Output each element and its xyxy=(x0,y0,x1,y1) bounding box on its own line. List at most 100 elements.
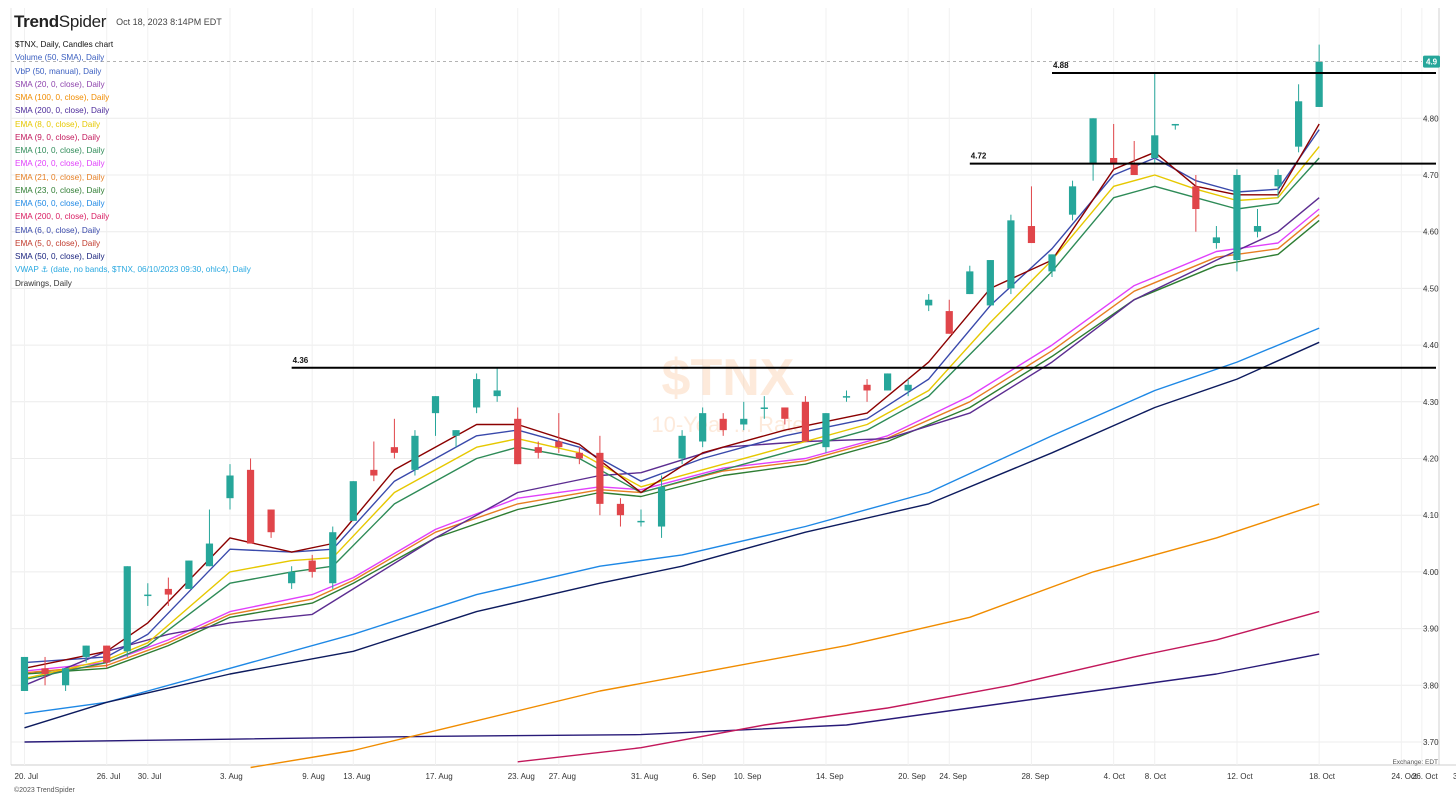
candle xyxy=(514,407,522,465)
series-line xyxy=(24,129,1320,664)
x-tick-label: 31. Aug xyxy=(631,772,658,781)
last-price-tag xyxy=(1423,55,1440,68)
timestamp: Oct 18, 2023 8:14PM EDT xyxy=(116,17,222,27)
candle-body xyxy=(103,645,111,663)
legend-item[interactable]: EMA (6, 0, close), Daily xyxy=(15,225,101,235)
candle xyxy=(1171,123,1179,130)
candle-body xyxy=(205,543,214,567)
legend-item[interactable]: SMA (200, 0, close), Daily xyxy=(15,106,110,116)
candle-body xyxy=(62,668,70,686)
level-label: 4.88 xyxy=(1053,61,1069,70)
x-tick-label: 14. Sep xyxy=(816,772,844,781)
candle xyxy=(185,560,193,589)
y-tick-label: 4.50 xyxy=(1423,284,1439,293)
candle xyxy=(144,583,152,606)
candle xyxy=(123,566,131,657)
candle xyxy=(925,294,933,312)
candle xyxy=(329,526,337,589)
candle-body xyxy=(1233,175,1241,261)
candle-body xyxy=(308,560,316,572)
legend-item[interactable]: SMA (100, 0, close), Daily xyxy=(15,93,110,102)
x-tick-label: 26. Oct xyxy=(1412,772,1439,781)
series-line xyxy=(24,327,1320,715)
legend-item[interactable]: EMA (50, 0, close), Daily xyxy=(15,199,105,208)
legend-item[interactable]: VWAP ⚓ (date, no bands, $TNX, 06/10/2023… xyxy=(15,265,251,275)
candle xyxy=(1253,209,1262,238)
legend-item[interactable]: EMA (200, 0, close), Daily xyxy=(15,212,110,222)
legend-item[interactable]: EMA (21, 0, close), Daily xyxy=(15,172,105,182)
candle xyxy=(1027,186,1036,244)
candle-body xyxy=(884,373,892,391)
y-tick-label: 4.60 xyxy=(1423,228,1439,237)
candle xyxy=(575,447,583,465)
candle xyxy=(1212,226,1220,249)
legend-item[interactable]: EMA (8, 0, close), Daily xyxy=(15,119,101,129)
series-line xyxy=(24,653,1320,743)
candle-body xyxy=(904,384,912,391)
candle xyxy=(904,379,912,397)
y-tick-label: 3.70 xyxy=(1423,738,1439,747)
drawings-layer: 4.36 4.72 4.88 xyxy=(291,61,1436,369)
y-tick-label: 3.90 xyxy=(1423,625,1439,634)
candle xyxy=(1192,175,1200,232)
candle xyxy=(966,265,974,295)
candle xyxy=(719,413,727,436)
grid-layer xyxy=(11,8,1439,765)
candle-body xyxy=(390,447,398,453)
legend-item[interactable]: EMA (9, 0, close), Daily xyxy=(15,132,101,142)
legend-item[interactable]: Volume (50, SMA), Daily xyxy=(15,53,105,63)
series-line xyxy=(250,503,1320,769)
x-tick-label: 12. Oct xyxy=(1227,772,1254,781)
candle xyxy=(103,645,111,669)
y-tick-label: 4.10 xyxy=(1423,511,1439,520)
candle xyxy=(82,645,90,663)
candle-body xyxy=(657,486,666,527)
candle xyxy=(246,458,255,544)
candle-body xyxy=(555,441,563,448)
candle-body xyxy=(1130,163,1138,175)
candle xyxy=(288,566,296,589)
candle xyxy=(164,577,172,606)
candle xyxy=(1048,254,1056,278)
brand-logo: TrendSpider xyxy=(14,12,107,31)
candle-body xyxy=(719,418,727,431)
x-tick-label: 9. Aug xyxy=(302,772,325,781)
x-tick-label: 3. Aug xyxy=(220,772,243,781)
candle-body xyxy=(596,452,604,504)
candle-body xyxy=(822,413,830,448)
legend-item[interactable]: EMA (5, 0, close), Daily xyxy=(15,238,101,248)
legend-item[interactable]: SMA (50, 0, close), Daily xyxy=(15,252,105,261)
candle-body xyxy=(20,656,29,691)
candle-body xyxy=(1110,157,1118,164)
candle xyxy=(1151,72,1159,164)
legend-item[interactable]: SMA (20, 0, close), Daily xyxy=(15,79,105,89)
candle-body xyxy=(925,299,933,306)
candle-body xyxy=(82,645,90,657)
candle-body xyxy=(1089,118,1097,164)
legend-item[interactable]: Drawings, Daily xyxy=(15,278,72,288)
candle-body xyxy=(246,469,255,544)
legend-item[interactable]: VbP (50, manual), Daily xyxy=(15,66,102,76)
candle-body xyxy=(349,481,357,521)
legend-item[interactable]: EMA (20, 0, close), Daily xyxy=(15,159,105,169)
candle xyxy=(699,407,707,448)
legend-item[interactable]: EMA (23, 0, close), Daily xyxy=(15,185,105,195)
candle-body xyxy=(1212,237,1220,244)
candle-body xyxy=(1068,186,1077,215)
candle xyxy=(1007,214,1015,295)
candle xyxy=(1110,123,1118,170)
symbol-line: $TNX, Daily, Candles chart xyxy=(15,40,114,49)
candle xyxy=(308,554,316,578)
candle xyxy=(62,668,70,691)
series-line xyxy=(24,197,1320,686)
series-line xyxy=(517,610,1320,763)
candle-body xyxy=(986,260,994,306)
level-label: 4.72 xyxy=(971,152,987,161)
candle-body xyxy=(1253,226,1262,232)
x-tick-label: 4. Oct xyxy=(1104,772,1126,781)
legend-item[interactable]: EMA (10, 0, close), Daily xyxy=(15,146,105,155)
last-price-value: 4.9 xyxy=(1426,58,1438,67)
candle-body xyxy=(1027,226,1036,244)
candle xyxy=(205,509,214,567)
x-tick-label: 23. Aug xyxy=(508,772,535,781)
